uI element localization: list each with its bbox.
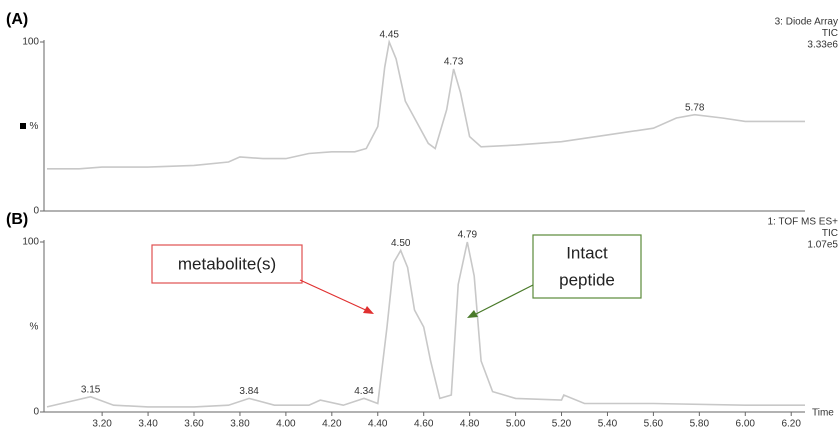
intact-arrowhead [467, 310, 478, 318]
x-tick-label: 3.80 [230, 419, 250, 429]
x-label: Time [812, 408, 834, 419]
peak-label: 5.78 [685, 102, 705, 113]
intact-arrow [471, 284, 534, 317]
x-tick-label: 5.00 [506, 419, 526, 429]
x-tick-label: 5.80 [690, 419, 710, 429]
peak-label: 4.50 [391, 238, 411, 249]
panel-label: (A) [6, 11, 28, 28]
panel-label: (B) [6, 211, 28, 228]
x-tick-label: 4.20 [322, 419, 342, 429]
y-tick-label: 100 [22, 37, 39, 48]
trace-info: 1: TOF MS ES+ [768, 217, 839, 228]
intact-box [532, 234, 642, 299]
x-tick-label: 3.40 [138, 419, 158, 429]
trace [47, 39, 805, 170]
trace-info: 3: Diode Array [775, 17, 838, 28]
peak-label: 4.73 [444, 57, 464, 68]
peak-label: 3.84 [239, 386, 259, 397]
x-tick-label: 4.60 [414, 419, 434, 429]
x-tick-label: 5.20 [552, 419, 572, 429]
metabolite-arrowhead [363, 306, 374, 314]
y-tick-label: 0 [33, 407, 39, 418]
x-tick-label: 5.40 [598, 419, 618, 429]
x-tick-label: 6.00 [736, 419, 756, 429]
x-tick-label: 5.60 [644, 419, 664, 429]
trace-info: TIC [822, 228, 838, 239]
trace-info: TIC [822, 28, 838, 39]
peak-label: 3.15 [81, 384, 101, 395]
y-label: % [30, 121, 39, 132]
metabolite-box [151, 244, 303, 284]
y-label: % [30, 322, 39, 333]
metabolite-label: metabolite(s) [178, 254, 276, 273]
x-tick-label: 6.20 [781, 419, 801, 429]
x-tick-label: 4.40 [368, 419, 388, 429]
peak-label: 4.45 [380, 30, 400, 41]
peak-label: 4.79 [458, 230, 478, 241]
peak-label: 4.34 [354, 386, 374, 397]
trace-info: 1.07e5 [807, 240, 838, 251]
intact-label: Intact [566, 243, 608, 262]
x-tick-label: 4.00 [276, 419, 296, 429]
x-tick-label: 3.60 [184, 419, 204, 429]
y-tick-label: 100 [22, 237, 39, 248]
marker-square [20, 123, 26, 129]
x-tick-label: 3.20 [92, 419, 112, 429]
metabolite-arrow [299, 279, 371, 313]
trace-info: 3.33e6 [807, 40, 838, 51]
y-tick-label: 0 [33, 206, 39, 217]
trace [46, 241, 805, 408]
x-tick-label: 4.80 [460, 419, 480, 429]
intact-label: peptide [559, 270, 615, 289]
